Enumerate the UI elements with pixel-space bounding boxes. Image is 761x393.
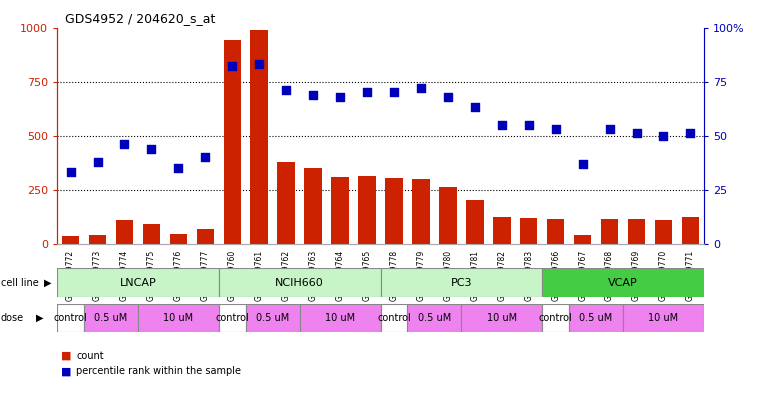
Text: control: control <box>215 313 249 323</box>
Bar <box>547 219 565 244</box>
Bar <box>623 304 704 332</box>
Bar <box>196 228 214 244</box>
Point <box>658 132 670 139</box>
Bar <box>138 304 219 332</box>
Bar <box>224 40 241 244</box>
Point <box>172 165 184 171</box>
Point <box>577 160 589 167</box>
Bar <box>89 235 107 244</box>
Bar <box>250 29 268 244</box>
Bar <box>62 236 79 244</box>
Bar <box>170 234 187 244</box>
Text: control: control <box>539 313 572 323</box>
Text: ■: ■ <box>61 366 72 376</box>
Text: cell line: cell line <box>1 277 39 288</box>
Point <box>603 126 616 132</box>
Point <box>495 121 508 128</box>
Text: 0.5 uM: 0.5 uM <box>579 313 613 323</box>
Bar <box>358 176 376 244</box>
Point <box>334 94 346 100</box>
Point <box>469 104 481 110</box>
Point <box>549 126 562 132</box>
Text: LNCAP: LNCAP <box>119 277 156 288</box>
Text: VCAP: VCAP <box>608 277 638 288</box>
Bar <box>331 176 349 244</box>
Text: count: count <box>76 351 103 361</box>
Point <box>684 130 696 136</box>
Point <box>388 89 400 95</box>
Bar <box>219 304 246 332</box>
Bar <box>385 178 403 244</box>
Bar <box>461 304 542 332</box>
Bar <box>84 304 138 332</box>
Bar <box>380 268 542 297</box>
Bar <box>412 179 430 244</box>
Bar <box>520 218 537 244</box>
Bar <box>466 200 483 244</box>
Text: 0.5 uM: 0.5 uM <box>418 313 451 323</box>
Text: ▶: ▶ <box>44 277 52 288</box>
Bar <box>682 217 699 244</box>
Point <box>415 85 427 91</box>
Point <box>91 158 103 165</box>
Text: NCIH660: NCIH660 <box>275 277 324 288</box>
Bar <box>543 268 704 297</box>
Point <box>280 87 292 93</box>
Text: control: control <box>54 313 88 323</box>
Point <box>630 130 642 136</box>
Bar <box>654 220 672 244</box>
Bar <box>439 187 457 244</box>
Bar <box>569 304 623 332</box>
Bar <box>278 162 295 244</box>
Point <box>442 94 454 100</box>
Point <box>119 141 131 147</box>
Text: percentile rank within the sample: percentile rank within the sample <box>76 366 241 376</box>
Bar <box>219 268 380 297</box>
Point <box>226 63 238 70</box>
Text: control: control <box>377 313 411 323</box>
Text: ■: ■ <box>61 351 72 361</box>
Text: dose: dose <box>1 313 24 323</box>
Bar <box>601 219 619 244</box>
Bar <box>246 304 300 332</box>
Text: 0.5 uM: 0.5 uM <box>94 313 128 323</box>
Bar <box>574 235 591 244</box>
Text: 10 uM: 10 uM <box>648 313 679 323</box>
Bar <box>628 219 645 244</box>
Point <box>361 89 373 95</box>
Bar <box>57 304 84 332</box>
Bar <box>493 217 511 244</box>
Point <box>145 145 158 152</box>
Text: 0.5 uM: 0.5 uM <box>256 313 289 323</box>
Point <box>307 91 319 97</box>
Point <box>65 169 77 175</box>
Point <box>253 61 266 67</box>
Bar <box>116 220 133 244</box>
Text: 10 uM: 10 uM <box>164 313 193 323</box>
Bar <box>380 304 407 332</box>
Bar <box>300 304 380 332</box>
Text: PC3: PC3 <box>451 277 472 288</box>
Bar <box>57 268 219 297</box>
Point <box>523 121 535 128</box>
Text: 10 uM: 10 uM <box>325 313 355 323</box>
Text: GDS4952 / 204620_s_at: GDS4952 / 204620_s_at <box>65 12 215 25</box>
Text: 10 uM: 10 uM <box>487 313 517 323</box>
Text: ▶: ▶ <box>36 313 43 323</box>
Bar <box>543 304 569 332</box>
Bar <box>407 304 461 332</box>
Point <box>199 154 212 160</box>
Bar <box>142 224 160 244</box>
Bar <box>304 168 322 244</box>
